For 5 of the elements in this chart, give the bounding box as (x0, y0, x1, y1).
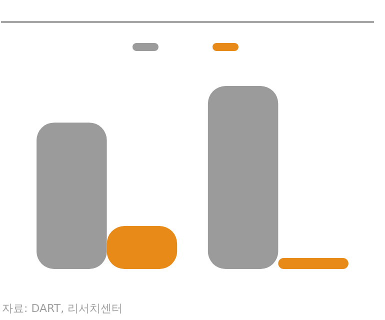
bar (208, 86, 278, 269)
text: 자료: DART, 리서치센터 (2, 302, 123, 315)
bar (278, 258, 348, 269)
bar (36, 122, 107, 269)
bar (106, 226, 178, 269)
